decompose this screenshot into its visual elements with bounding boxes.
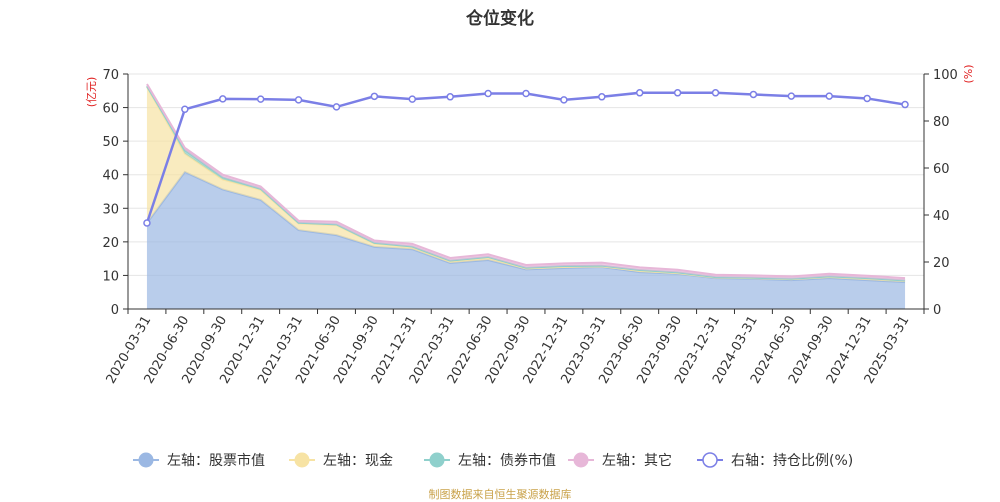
ratio-point [446, 93, 454, 101]
area-stock [146, 172, 906, 309]
legend-label: 左轴：股票市值 [167, 452, 265, 469]
ratio-point [635, 89, 644, 97]
right-axis-tick-label: 20 [933, 256, 950, 271]
left-axis-tick-label: 70 [102, 68, 119, 83]
ratio-point [370, 92, 379, 101]
left-axis-tick-label: 50 [102, 135, 119, 150]
right-axis-tick-label: 0 [933, 303, 941, 318]
area-cash [146, 86, 906, 283]
ratio-point [332, 103, 341, 111]
legend-marker [429, 452, 445, 468]
ratio-point [560, 96, 568, 104]
left-axis-tick-label: 20 [102, 236, 119, 251]
legend-label: 右轴：持仓比例(%) [731, 453, 853, 469]
legend-item-bond: 左轴：债券市值 [424, 452, 556, 469]
ratio-point [256, 95, 265, 103]
right-axis-unit: (%) [962, 64, 975, 83]
ratio-point [598, 93, 606, 101]
ratio-point [143, 219, 151, 227]
ratio-point [522, 89, 530, 98]
legend-label: 左轴：其它 [602, 452, 672, 469]
legend-marker [138, 452, 154, 468]
legend-item-cash: 左轴：现金 [289, 452, 393, 469]
ratio-line-series [143, 89, 909, 227]
legend-marker [294, 452, 310, 468]
stacked-areas [146, 83, 906, 309]
ratio-point [408, 95, 417, 103]
right-axis-tick-label: 100 [933, 68, 958, 83]
right-axis-tick-label: 60 [933, 162, 950, 177]
ratio-point [901, 100, 909, 109]
area-edge-other [146, 83, 906, 280]
chart-title: 仓位变化 [466, 9, 534, 29]
right-axis-tick-label: 40 [933, 209, 950, 224]
source-note: 制图数据来自恒生聚源数据库 [428, 488, 572, 501]
ratio-point [219, 95, 227, 103]
ratio-point [711, 89, 720, 97]
left-axis-tick-label: 40 [102, 169, 119, 184]
ratio-point [294, 96, 303, 104]
right-axis-tick-label: 80 [933, 115, 950, 130]
legend-label: 左轴：现金 [323, 453, 393, 469]
ratio-point [825, 92, 833, 100]
ratio-point [749, 90, 758, 99]
legend-marker [702, 452, 718, 468]
legend-item-stock: 左轴：股票市值 [133, 452, 265, 469]
left-axis-unit: (亿元) [85, 77, 98, 108]
left-axis-tick-label: 0 [111, 303, 119, 318]
legend-label: 左轴：债券市值 [458, 452, 556, 469]
ratio-point [673, 89, 682, 97]
legend: 左轴：股票市值 左轴：现金 左轴：债券市值 左轴：其它 右轴：持仓比例(%) [133, 452, 853, 469]
left-axis-tick-label: 10 [102, 269, 119, 284]
ratio-point [181, 105, 189, 113]
legend-item-ratio: 右轴：持仓比例(%) [697, 452, 853, 469]
left-axis-tick-label: 30 [102, 202, 119, 217]
ratio-point [863, 94, 871, 103]
left-axis-tick-label: 60 [102, 102, 119, 117]
ratio-point [787, 92, 796, 100]
legend-item-other: 左轴：其它 [568, 452, 672, 469]
ratio-point [484, 89, 492, 98]
legend-marker [573, 452, 589, 468]
